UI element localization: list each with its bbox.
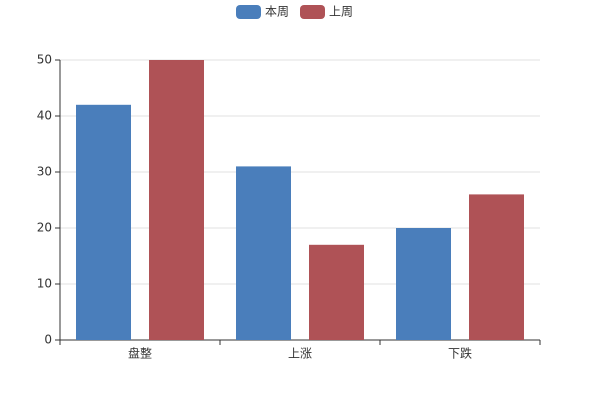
y-tick-label: 40 — [37, 109, 52, 123]
y-tick-label: 0 — [44, 333, 52, 347]
y-tick-label: 20 — [37, 221, 52, 235]
legend-label[interactable]: 上周 — [329, 5, 353, 19]
bar — [309, 244, 364, 340]
legend-swatch[interactable] — [236, 5, 261, 19]
bar — [396, 228, 451, 340]
x-tick-label: 下跌 — [448, 346, 472, 361]
y-tick-label: 10 — [37, 277, 52, 291]
bar — [76, 104, 131, 340]
legend-swatch[interactable] — [300, 5, 325, 19]
bar — [149, 60, 204, 340]
y-tick-label: 30 — [37, 165, 52, 179]
legend-label[interactable]: 本周 — [265, 5, 289, 19]
x-tick-label: 上涨 — [288, 346, 312, 361]
bar — [469, 194, 524, 340]
x-tick-label: 盘整 — [128, 346, 152, 361]
y-tick-label: 50 — [37, 53, 52, 67]
bar — [236, 166, 291, 340]
